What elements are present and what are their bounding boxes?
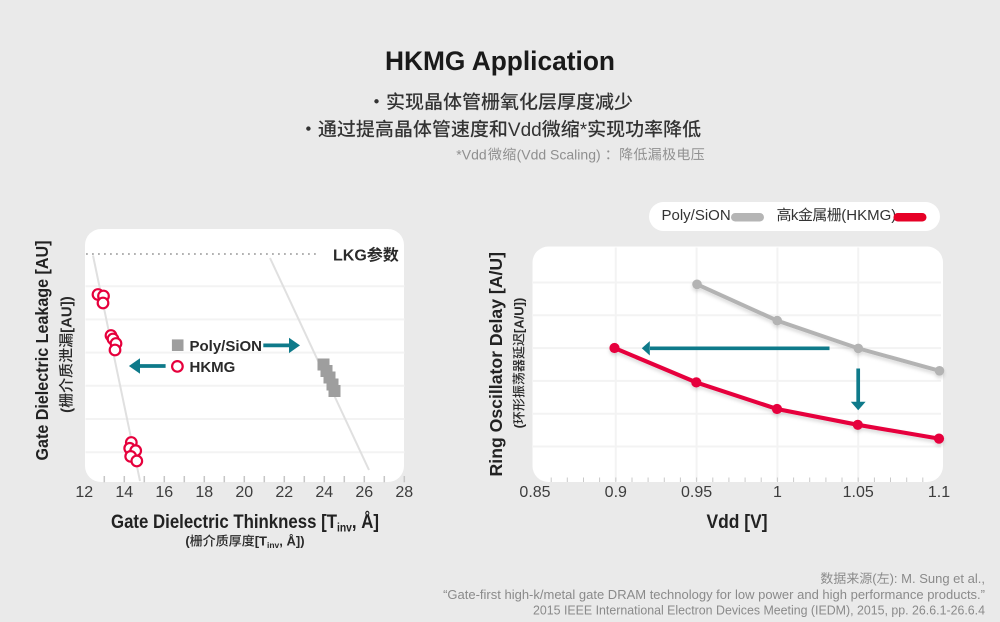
svg-text:0.9: 0.9: [605, 484, 627, 501]
svg-text:1.1: 1.1: [928, 484, 950, 501]
svg-text:): M. Sung et al.,: ): M. Sung et al.,: [890, 571, 985, 586]
svg-text:*: *: [580, 120, 588, 141]
svg-text:“Gate-first high-k/metal gate: “Gate-first high-k/metal gate DRAM techn…: [443, 587, 985, 602]
svg-text:Poly/SiON: Poly/SiON: [662, 207, 731, 224]
svg-text:Vdd [V]: Vdd [V]: [707, 511, 768, 533]
svg-text:[A/U]): [A/U]): [512, 298, 527, 333]
svg-text:Ring Oscillator Delay [A/U]: Ring Oscillator Delay [A/U]: [486, 252, 506, 477]
svg-text:(: (: [512, 423, 527, 428]
svg-text:16: 16: [155, 484, 173, 501]
svg-text:28: 28: [395, 484, 413, 501]
svg-text:Gate Dielectric Thinkness [Tin: Gate Dielectric Thinkness [Tinv, Å]: [111, 509, 379, 535]
svg-text:[T: [T: [255, 534, 267, 549]
svg-text:2015 IEEE International Electr: 2015 IEEE International Electron Devices…: [533, 602, 985, 617]
svg-text:(: (: [872, 571, 877, 586]
svg-text:, Å]): , Å]): [279, 534, 304, 549]
svg-text:0.95: 0.95: [681, 484, 712, 501]
svg-text:*Vdd: *Vdd: [456, 146, 486, 162]
svg-text:Gate Dielectric Leakage [AU]: Gate Dielectric Leakage [AU]: [32, 241, 52, 461]
svg-text:22: 22: [275, 484, 293, 501]
svg-text:(Vdd Scaling): (Vdd Scaling): [517, 146, 601, 162]
svg-text:(: (: [185, 534, 190, 549]
svg-text:14: 14: [115, 484, 133, 501]
svg-text:(HKMG): (HKMG): [841, 207, 896, 224]
svg-text:18: 18: [195, 484, 213, 501]
svg-text:Poly/SiON: Poly/SiON: [190, 338, 263, 355]
svg-text:1.05: 1.05: [843, 484, 874, 501]
svg-text:Vdd: Vdd: [508, 120, 542, 141]
svg-text:LKG: LKG: [333, 248, 367, 265]
svg-text:24: 24: [315, 484, 333, 501]
svg-text:inv: inv: [267, 540, 280, 550]
svg-text:26: 26: [355, 484, 373, 501]
svg-text:HKMG Application: HKMG Application: [385, 46, 615, 76]
svg-text:12: 12: [75, 484, 93, 501]
svg-text:1: 1: [773, 484, 782, 501]
svg-text:k: k: [791, 207, 799, 224]
svg-text:[AU]): [AU]): [59, 296, 76, 333]
svg-text:0.85: 0.85: [519, 484, 550, 501]
svg-text:HKMG: HKMG: [190, 359, 236, 376]
svg-text:20: 20: [235, 484, 253, 501]
svg-text:(: (: [59, 408, 76, 413]
